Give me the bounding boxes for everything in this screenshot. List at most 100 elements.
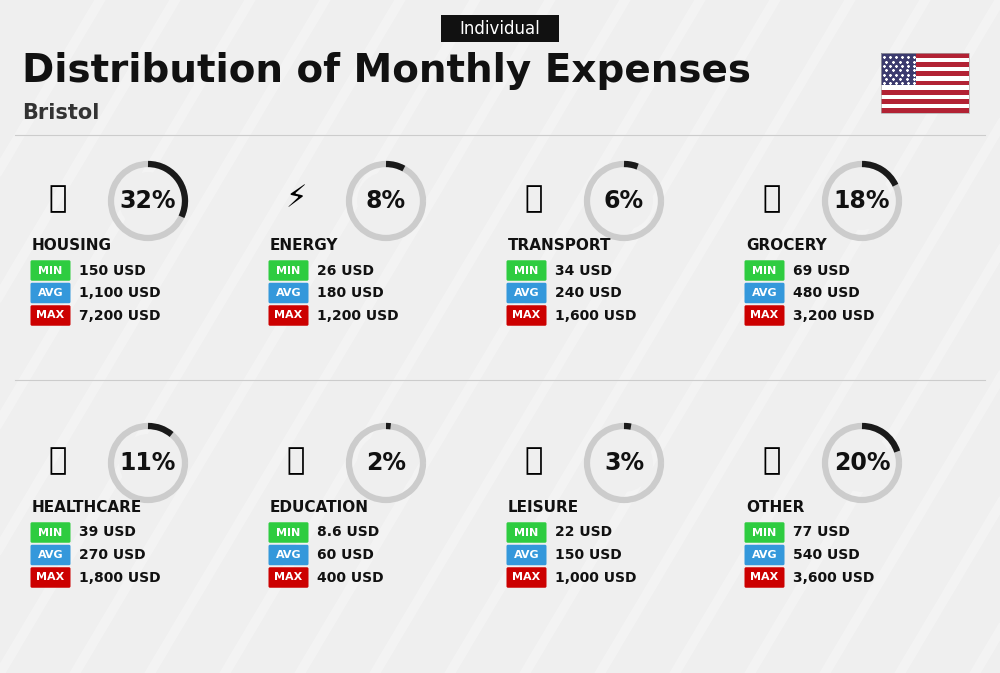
Bar bbox=[881, 108, 969, 113]
Text: AVG: AVG bbox=[752, 288, 777, 298]
Text: MIN: MIN bbox=[38, 528, 63, 538]
Bar bbox=[881, 53, 969, 113]
Text: HOUSING: HOUSING bbox=[32, 238, 112, 252]
FancyBboxPatch shape bbox=[744, 544, 785, 565]
Text: OTHER: OTHER bbox=[746, 499, 804, 514]
FancyBboxPatch shape bbox=[507, 567, 547, 588]
FancyBboxPatch shape bbox=[31, 260, 70, 281]
Text: 🏥: 🏥 bbox=[49, 446, 67, 476]
FancyBboxPatch shape bbox=[744, 260, 785, 281]
Text: MAX: MAX bbox=[512, 573, 541, 583]
FancyBboxPatch shape bbox=[268, 306, 308, 326]
Text: 8%: 8% bbox=[366, 189, 406, 213]
Text: AVG: AVG bbox=[38, 550, 63, 560]
Bar bbox=[881, 71, 969, 76]
Text: TRANSPORT: TRANSPORT bbox=[508, 238, 612, 252]
FancyBboxPatch shape bbox=[507, 260, 547, 281]
FancyBboxPatch shape bbox=[507, 283, 547, 304]
Circle shape bbox=[595, 172, 653, 230]
Text: Distribution of Monthly Expenses: Distribution of Monthly Expenses bbox=[22, 52, 751, 90]
Text: 1,100 USD: 1,100 USD bbox=[79, 286, 161, 300]
Text: MAX: MAX bbox=[274, 573, 303, 583]
Text: 150 USD: 150 USD bbox=[79, 264, 146, 277]
Text: MAX: MAX bbox=[750, 573, 779, 583]
Circle shape bbox=[595, 434, 653, 492]
Circle shape bbox=[357, 434, 415, 492]
Text: 180 USD: 180 USD bbox=[317, 286, 384, 300]
Bar bbox=[881, 104, 969, 108]
FancyBboxPatch shape bbox=[268, 260, 308, 281]
Bar bbox=[881, 53, 969, 58]
Bar bbox=[881, 90, 969, 94]
Text: 39 USD: 39 USD bbox=[79, 526, 136, 540]
Text: AVG: AVG bbox=[276, 550, 301, 560]
FancyBboxPatch shape bbox=[507, 544, 547, 565]
FancyBboxPatch shape bbox=[268, 522, 308, 542]
Text: 20%: 20% bbox=[834, 451, 890, 475]
Text: 150 USD: 150 USD bbox=[555, 548, 622, 562]
FancyBboxPatch shape bbox=[268, 567, 308, 588]
Text: MIN: MIN bbox=[276, 266, 301, 275]
Text: 77 USD: 77 USD bbox=[793, 526, 850, 540]
Text: 3,600 USD: 3,600 USD bbox=[793, 571, 874, 584]
Text: 1,000 USD: 1,000 USD bbox=[555, 571, 637, 584]
Circle shape bbox=[119, 172, 177, 230]
Text: 270 USD: 270 USD bbox=[79, 548, 146, 562]
FancyBboxPatch shape bbox=[744, 567, 785, 588]
Text: 240 USD: 240 USD bbox=[555, 286, 622, 300]
Text: 🏢: 🏢 bbox=[49, 184, 67, 213]
FancyBboxPatch shape bbox=[441, 15, 559, 42]
Text: GROCERY: GROCERY bbox=[746, 238, 827, 252]
Text: 60 USD: 60 USD bbox=[317, 548, 374, 562]
FancyBboxPatch shape bbox=[744, 522, 785, 542]
Text: MIN: MIN bbox=[276, 528, 301, 538]
Text: MAX: MAX bbox=[274, 310, 303, 320]
Bar bbox=[881, 81, 969, 85]
Bar bbox=[881, 76, 969, 81]
Text: MIN: MIN bbox=[38, 266, 63, 275]
FancyBboxPatch shape bbox=[744, 283, 785, 304]
FancyBboxPatch shape bbox=[744, 306, 785, 326]
FancyBboxPatch shape bbox=[31, 522, 70, 542]
Text: AVG: AVG bbox=[514, 288, 539, 298]
Text: MIN: MIN bbox=[514, 528, 539, 538]
Text: 480 USD: 480 USD bbox=[793, 286, 860, 300]
Text: 26 USD: 26 USD bbox=[317, 264, 374, 277]
Text: 32%: 32% bbox=[120, 189, 176, 213]
FancyBboxPatch shape bbox=[31, 306, 70, 326]
Text: 🛍: 🛍 bbox=[525, 446, 543, 476]
Text: 11%: 11% bbox=[120, 451, 176, 475]
Text: MAX: MAX bbox=[36, 310, 65, 320]
Text: MIN: MIN bbox=[752, 266, 777, 275]
FancyBboxPatch shape bbox=[31, 567, 70, 588]
Text: ENERGY: ENERGY bbox=[270, 238, 338, 252]
Text: Individual: Individual bbox=[460, 20, 540, 38]
FancyBboxPatch shape bbox=[507, 306, 547, 326]
Text: 💰: 💰 bbox=[763, 446, 781, 476]
Text: 🚌: 🚌 bbox=[525, 184, 543, 213]
Text: MAX: MAX bbox=[512, 310, 541, 320]
Text: 3%: 3% bbox=[604, 451, 644, 475]
Bar bbox=[881, 53, 916, 85]
Text: LEISURE: LEISURE bbox=[508, 499, 579, 514]
Text: 7,200 USD: 7,200 USD bbox=[79, 308, 160, 322]
Text: MAX: MAX bbox=[36, 573, 65, 583]
Text: AVG: AVG bbox=[752, 550, 777, 560]
Bar bbox=[881, 94, 969, 99]
Text: AVG: AVG bbox=[38, 288, 63, 298]
Text: 2%: 2% bbox=[366, 451, 406, 475]
Bar bbox=[881, 58, 969, 62]
Text: 540 USD: 540 USD bbox=[793, 548, 860, 562]
Text: 22 USD: 22 USD bbox=[555, 526, 612, 540]
Text: 🛒: 🛒 bbox=[763, 184, 781, 213]
Text: 8.6 USD: 8.6 USD bbox=[317, 526, 379, 540]
Text: 3,200 USD: 3,200 USD bbox=[793, 308, 874, 322]
FancyBboxPatch shape bbox=[268, 283, 308, 304]
Text: 18%: 18% bbox=[834, 189, 890, 213]
Circle shape bbox=[357, 172, 415, 230]
Text: MIN: MIN bbox=[514, 266, 539, 275]
Text: 400 USD: 400 USD bbox=[317, 571, 384, 584]
Bar bbox=[881, 85, 969, 90]
Text: 1,800 USD: 1,800 USD bbox=[79, 571, 161, 584]
Text: MIN: MIN bbox=[752, 528, 777, 538]
